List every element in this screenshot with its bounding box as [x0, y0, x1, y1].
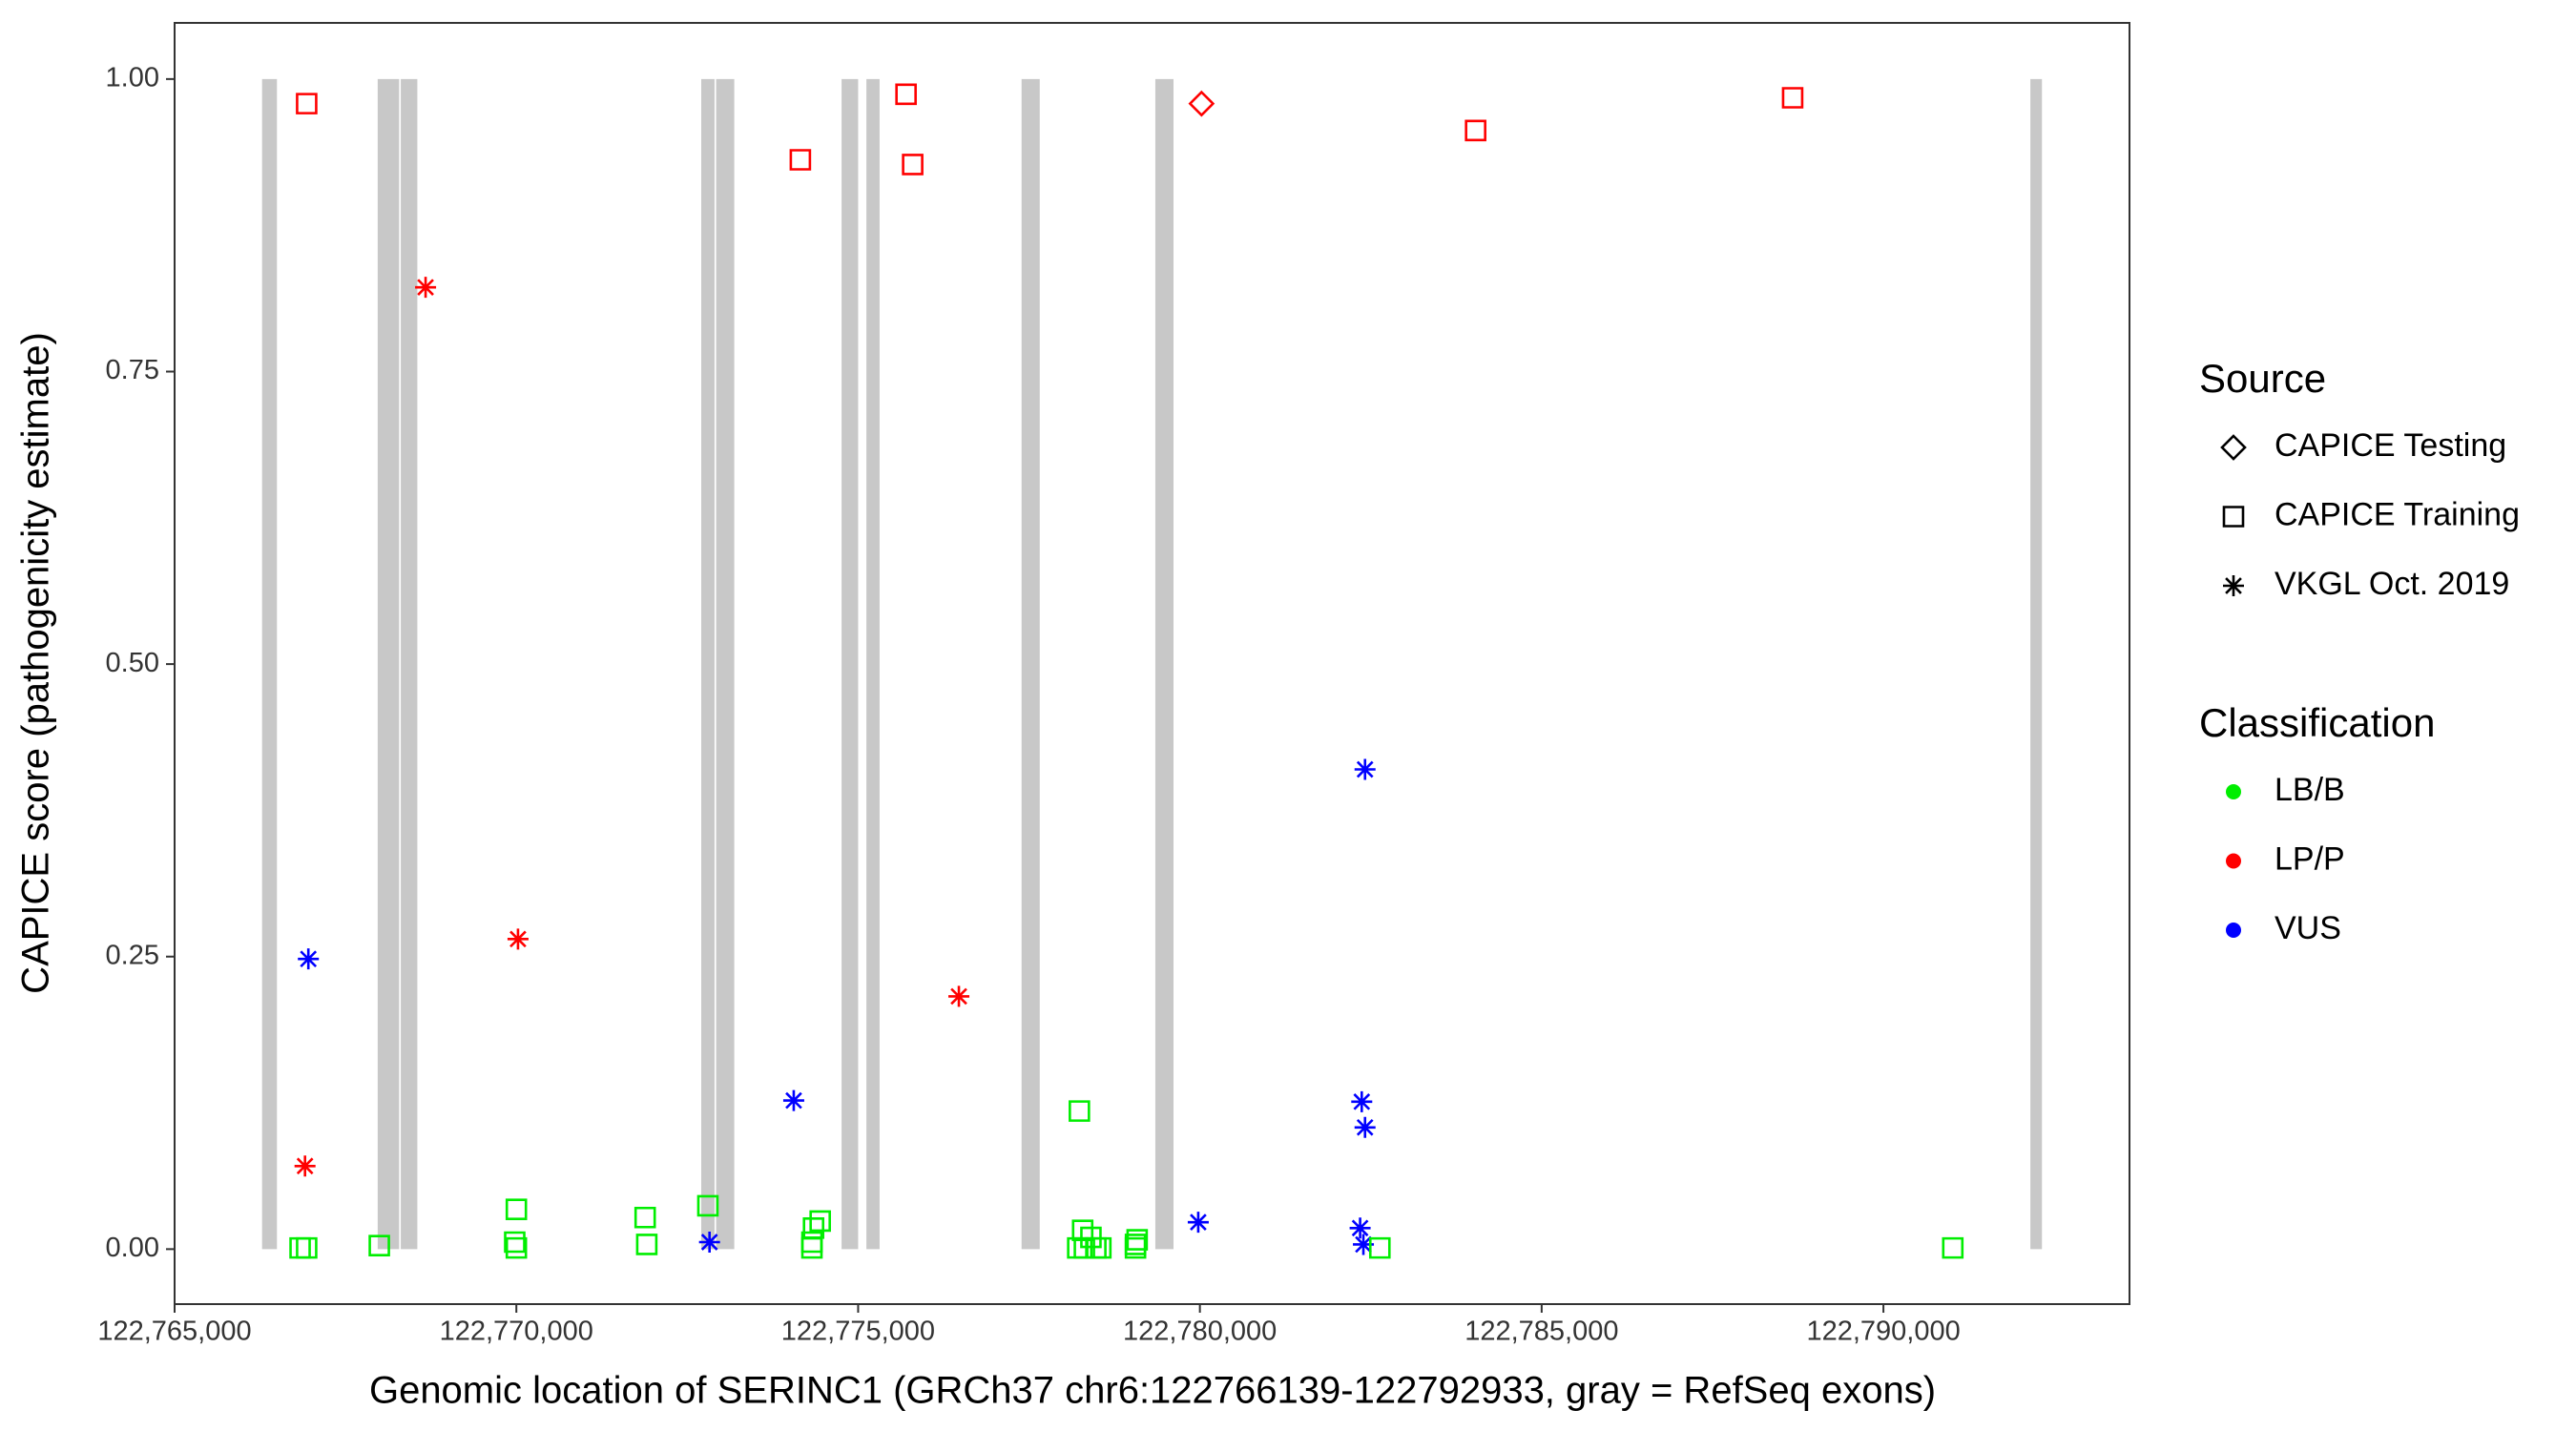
exon — [401, 78, 418, 1250]
data-point — [1124, 1236, 1147, 1259]
x-tick-label: 122,775,000 — [781, 1317, 935, 1347]
data-point — [1353, 1234, 1375, 1255]
y-tick-label: 0.00 — [106, 1233, 159, 1263]
data-point — [802, 1216, 825, 1239]
data-point — [296, 1236, 318, 1259]
data-point — [504, 1231, 526, 1254]
data-point — [1080, 1226, 1102, 1249]
legend-label: CAPICE Training — [2275, 496, 2520, 532]
data-point — [507, 928, 529, 950]
legend-title: Source — [2199, 356, 2326, 401]
data-point — [789, 149, 812, 171]
exon — [1154, 78, 1174, 1250]
exon — [377, 78, 400, 1250]
data-point — [1187, 1212, 1209, 1234]
data-point — [1351, 1090, 1373, 1112]
data-point — [298, 948, 320, 970]
x-tick-label: 122,790,000 — [1806, 1317, 1960, 1347]
exon — [841, 78, 859, 1250]
exon — [261, 78, 278, 1250]
legend-symbol — [2226, 853, 2241, 869]
legend-symbol — [2223, 575, 2244, 596]
legend-label: CAPICE Testing — [2275, 427, 2506, 464]
exon — [2030, 78, 2043, 1250]
data-point — [294, 1155, 316, 1177]
data-point — [1069, 1100, 1091, 1122]
legend-symbol — [2222, 506, 2245, 528]
data-point — [895, 83, 917, 106]
x-axis-title: Genomic location of SERINC1 (GRCh37 chr6… — [369, 1370, 1936, 1412]
y-tick-label: 0.25 — [106, 940, 159, 970]
exon — [866, 78, 880, 1250]
data-point — [634, 1206, 656, 1229]
y-tick-label: 1.00 — [106, 63, 159, 93]
data-point — [635, 1234, 658, 1255]
x-tick-label: 122,770,000 — [440, 1317, 593, 1347]
data-point — [1942, 1236, 1964, 1259]
y-axis-title: CAPICE score (pathogenicity estimate) — [15, 332, 57, 994]
legend-label: VKGL Oct. 2019 — [2275, 566, 2509, 602]
data-point — [800, 1236, 823, 1259]
data-point — [1126, 1229, 1149, 1251]
data-point — [1188, 90, 1215, 117]
y-tick-label: 0.75 — [106, 355, 159, 385]
y-tick-label: 0.50 — [106, 648, 159, 678]
data-point — [505, 1198, 528, 1220]
legend-symbol — [2226, 923, 2241, 938]
legend-label: LB/B — [2275, 772, 2345, 808]
data-point — [948, 985, 970, 1007]
x-tick-label: 122,765,000 — [97, 1317, 251, 1347]
data-point — [1368, 1236, 1391, 1259]
legend-symbol — [2226, 784, 2241, 799]
data-point — [1781, 87, 1804, 109]
data-point — [368, 1234, 390, 1256]
x-tick-label: 122,780,000 — [1123, 1317, 1277, 1347]
exon — [716, 78, 735, 1250]
legend-title: Classification — [2199, 700, 2435, 745]
data-point — [809, 1210, 831, 1233]
data-point — [415, 277, 437, 299]
legend-label: LP/P — [2275, 840, 2345, 877]
exon — [1021, 78, 1040, 1250]
legend-label: VUS — [2275, 910, 2341, 946]
data-point — [296, 93, 318, 114]
data-point — [698, 1232, 720, 1253]
data-point — [1354, 1116, 1376, 1138]
legend-symbol — [2220, 434, 2247, 461]
exon — [701, 78, 715, 1250]
data-point — [1354, 758, 1376, 780]
data-point — [782, 1089, 804, 1111]
data-point — [1090, 1236, 1112, 1259]
data-point — [1349, 1217, 1371, 1239]
data-point — [902, 154, 924, 176]
x-tick-label: 122,785,000 — [1465, 1317, 1618, 1347]
data-point — [1465, 119, 1486, 142]
data-point — [505, 1236, 528, 1259]
data-point — [696, 1194, 719, 1217]
